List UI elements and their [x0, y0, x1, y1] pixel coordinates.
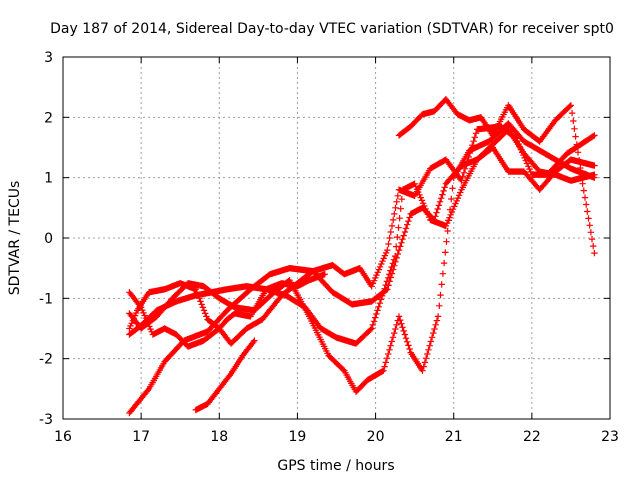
series-track-2 [126, 144, 598, 347]
y-tick-label: 0 [44, 231, 53, 247]
y-axis-ticks: -3 -2 -1 0 1 2 3 [39, 50, 610, 428]
x-axis-label: GPS time / hours [277, 458, 394, 474]
x-tick-label: 21 [445, 429, 463, 445]
y-tick-label: -1 [39, 291, 53, 307]
series-track-7 [395, 96, 598, 257]
series-track-5 [126, 271, 328, 350]
plus-markers [126, 271, 328, 350]
x-tick-label: 17 [132, 429, 150, 445]
plus-markers [126, 144, 598, 347]
x-tick-label: 18 [210, 429, 228, 445]
y-tick-label: 2 [44, 110, 53, 126]
chart-title: Day 187 of 2014, Sidereal Day-to-day VTE… [50, 21, 614, 37]
y-axis-label: SDTVAR / TECUs [7, 181, 23, 296]
plus-markers [192, 337, 258, 414]
y-tick-label: -2 [39, 352, 53, 368]
grid-lines [63, 57, 610, 419]
plus-markers [395, 96, 598, 257]
x-tick-label: 23 [601, 429, 619, 445]
x-tick-label: 16 [54, 429, 72, 445]
x-tick-label: 19 [289, 429, 307, 445]
x-tick-label: 22 [523, 429, 541, 445]
y-tick-label: 3 [44, 50, 53, 66]
x-axis-ticks: 16 17 18 19 20 21 22 23 [54, 57, 619, 445]
y-tick-label: 1 [44, 171, 53, 187]
y-tick-label: -3 [39, 412, 53, 428]
series-track-6 [192, 337, 258, 414]
data-series [126, 96, 598, 417]
x-tick-label: 20 [367, 429, 385, 445]
